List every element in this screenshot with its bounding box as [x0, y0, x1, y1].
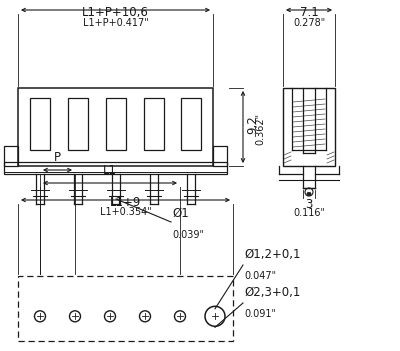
Text: 0.116": 0.116" — [293, 208, 325, 218]
Text: L1+P+0.417": L1+P+0.417" — [83, 18, 148, 28]
Bar — [18, 276, 233, 341]
Bar — [181, 98, 201, 150]
Text: 0.362": 0.362" — [255, 113, 265, 145]
Bar — [30, 98, 50, 150]
Text: 9,2: 9,2 — [246, 115, 259, 134]
Bar — [106, 98, 126, 150]
Text: 7.1: 7.1 — [300, 6, 318, 19]
Text: 0.091": 0.091" — [244, 309, 276, 319]
Text: Ø2,3+0,1: Ø2,3+0,1 — [244, 286, 300, 299]
Bar — [68, 98, 88, 150]
Text: 0.039": 0.039" — [172, 230, 204, 240]
Text: L1+9: L1+9 — [110, 196, 141, 209]
Text: P: P — [54, 151, 61, 164]
Text: L1: L1 — [103, 164, 117, 177]
Text: Ø1,2+0,1: Ø1,2+0,1 — [244, 248, 300, 261]
Text: L1+P+10,6: L1+P+10,6 — [82, 6, 149, 19]
Bar — [18, 88, 213, 166]
Text: 3: 3 — [305, 198, 313, 211]
Text: Ø1: Ø1 — [172, 207, 189, 220]
Text: 0.047": 0.047" — [244, 271, 276, 281]
Text: 0.278": 0.278" — [293, 18, 325, 28]
Bar — [144, 98, 164, 150]
Bar — [4, 146, 18, 166]
Bar — [213, 146, 227, 166]
Bar — [4, 162, 227, 174]
Bar — [283, 88, 335, 166]
Text: L1+0.354": L1+0.354" — [100, 207, 151, 217]
